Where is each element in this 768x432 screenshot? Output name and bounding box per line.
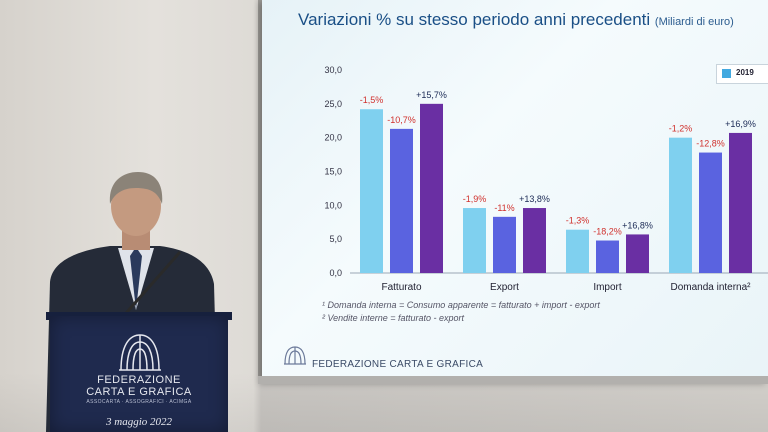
y-tick-label: 25,0 — [324, 99, 342, 109]
x-tick-label: Export — [490, 282, 519, 293]
data-label: -10,7% — [387, 115, 416, 125]
data-label: -1,3% — [566, 216, 590, 226]
data-label: -1,5% — [360, 95, 384, 105]
x-tick-label: Domanda interna² — [670, 282, 751, 293]
y-tick-label: 5,0 — [329, 234, 342, 244]
y-tick-label: 30,0 — [324, 65, 342, 75]
data-label: -1,9% — [463, 194, 487, 204]
bar — [626, 234, 649, 273]
slide-title: Variazioni % su stesso periodo anni prec… — [298, 10, 734, 30]
bar — [566, 229, 589, 273]
podium-name-line2: CARTA E GRAFICA — [86, 386, 192, 398]
event-date: 3 maggio 2022 — [106, 416, 172, 428]
federation-logo-icon — [284, 346, 306, 365]
bar — [669, 137, 692, 273]
y-tick-label: 10,0 — [324, 200, 342, 210]
bar — [729, 132, 752, 273]
y-tick-label: 0,0 — [329, 268, 342, 278]
y-tick-label: 15,0 — [324, 167, 342, 177]
data-label: -18,2% — [593, 227, 622, 237]
bar — [493, 216, 516, 273]
data-label: +15,7% — [416, 90, 447, 100]
bar — [596, 240, 619, 273]
bar — [420, 103, 443, 273]
data-label: -1,2% — [669, 124, 693, 134]
footnote-1: ¹ Domanda interna = Consumo apparente = … — [322, 300, 600, 310]
data-label: +13,8% — [519, 194, 550, 204]
footnotes: ¹ Domanda interna = Consumo apparente = … — [322, 299, 600, 325]
podium-name-line1: FEDERAZIONE — [97, 374, 181, 386]
x-tick-label: Import — [593, 282, 622, 293]
podium-logo-icon — [119, 334, 161, 371]
bar-chart: 0,0 5,0 10,0 15,0 20,0 25,0 30,0 -1,5%-10,7% +15… — [324, 65, 768, 293]
screen-frame — [258, 0, 262, 384]
bar — [523, 208, 546, 273]
bar — [360, 109, 383, 273]
data-label: +16,8% — [622, 220, 653, 230]
slide-title-unit: (Miliardi di euro) — [654, 16, 734, 28]
slide-footer: FEDERAZIONE CARTA E GRAFICA — [312, 359, 484, 370]
footnote-2: ² Vendite interne = fatturato - export — [322, 313, 464, 323]
x-tick-label: Fatturato — [381, 282, 421, 293]
podium-subtitle: ASSOCARTA · ASSOGRAFICI · ACIMGA — [86, 399, 192, 405]
y-tick-label: 20,0 — [324, 133, 342, 143]
bar — [390, 128, 413, 273]
data-label: +16,9% — [725, 119, 756, 129]
slide-title-text: Variazioni % su stesso periodo anni prec… — [298, 10, 651, 29]
bar — [463, 208, 486, 273]
data-label: -11% — [494, 203, 514, 213]
legend-label-2019: 2019 — [736, 68, 754, 77]
bar — [699, 152, 722, 273]
data-label: -12,8% — [696, 139, 725, 149]
legend-swatch-2019 — [722, 69, 731, 78]
screen-bottom-edge — [258, 376, 768, 384]
